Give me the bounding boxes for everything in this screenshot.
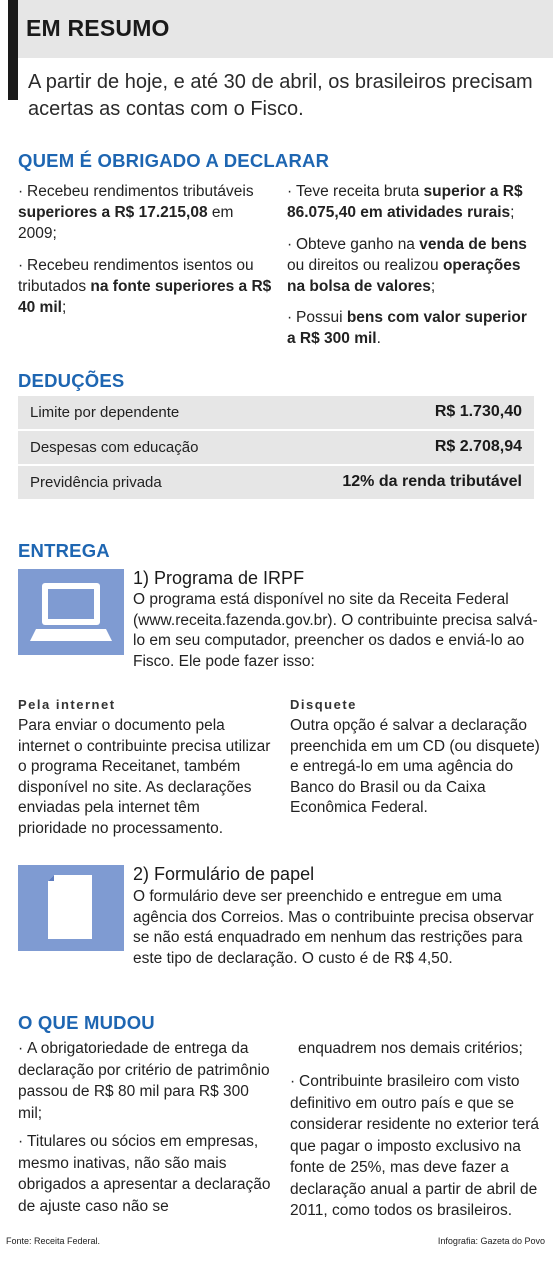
deducao-label: Previdência privada: [30, 474, 162, 491]
deducao-row: Previdência privada 12% da renda tributá…: [18, 466, 534, 499]
footer-source: Fonte: Receita Federal.: [6, 1236, 101, 1246]
entrega-item1-title: 1) Programa de IRPF: [133, 568, 305, 588]
document-icon: [18, 865, 124, 951]
section-title-entrega: ENTREGA: [18, 540, 110, 561]
mudou-left-item-2: · Titulares ou sócios em empresas, mesmo …: [18, 1133, 271, 1215]
disquete-text: Outra opção é salvar a declaração preenc…: [290, 717, 540, 816]
header-accent-bar: [8, 0, 18, 100]
section-title-deducoes: DEDUÇÕES: [18, 370, 125, 391]
mudou-right-continuation: enquadrem nos demais critérios;: [298, 1040, 523, 1057]
deducao-label: Despesas com educação: [30, 439, 199, 456]
quem-right-item-1: · Teve receita bruta superior a R$ 86.075…: [287, 183, 523, 221]
intro-text: A partir de hoje, e até 30 de abril, os …: [28, 71, 533, 120]
header-title: EM RESUMO: [26, 15, 170, 41]
quem-left-item-2: · Recebeu rendimentos isentos ou tributad…: [18, 257, 272, 316]
disquete-title: Disquete: [290, 697, 357, 712]
quem-right-item-2: · Obteve ganho na venda de bens ou direit…: [287, 236, 527, 295]
entrega-item1-text: O programa está disponível no site da Re…: [133, 591, 538, 670]
deducao-value: R$ 1.730,40: [434, 403, 522, 420]
internet-text: Para enviar o documento pela internet o …: [18, 717, 271, 837]
computer-icon: [18, 569, 124, 655]
deducao-value: R$ 2.708,94: [434, 438, 522, 455]
quem-left-item-1: · Recebeu rendimentos tributáveis superio…: [18, 183, 254, 242]
quem-right-item-3: · Possui bens com valor superior a R$ 300…: [287, 309, 527, 347]
deducao-row: Limite por dependente R$ 1.730,40: [18, 396, 534, 429]
section-title-mudou: O QUE MUDOU: [18, 1012, 155, 1033]
internet-title: Pela internet: [18, 697, 116, 712]
deducao-row: Despesas com educação R$ 2.708,94: [18, 431, 534, 464]
header-band: [18, 0, 553, 58]
deducao-value: 12% da renda tributável: [342, 473, 522, 490]
mudou-left-item-1: · A obrigatoriedade de entrega da declara…: [18, 1040, 270, 1122]
entrega-item2-title: 2) Formulário de papel: [133, 864, 315, 884]
footer-credit: Infografia: Gazeta do Povo: [437, 1236, 545, 1246]
mudou-right-item-1: · Contribuinte brasileiro com visto defin…: [290, 1073, 539, 1219]
deducao-label: Limite por dependente: [30, 404, 180, 421]
section-title-quem: QUEM É OBRIGADO A DECLARAR: [18, 150, 330, 171]
entrega-item2-text: O formulário deve ser preenchido e entre…: [133, 888, 534, 967]
